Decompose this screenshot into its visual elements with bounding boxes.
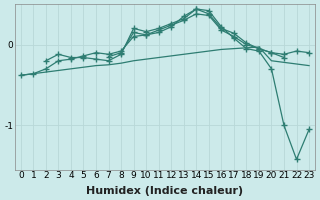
X-axis label: Humidex (Indice chaleur): Humidex (Indice chaleur) [86,186,244,196]
